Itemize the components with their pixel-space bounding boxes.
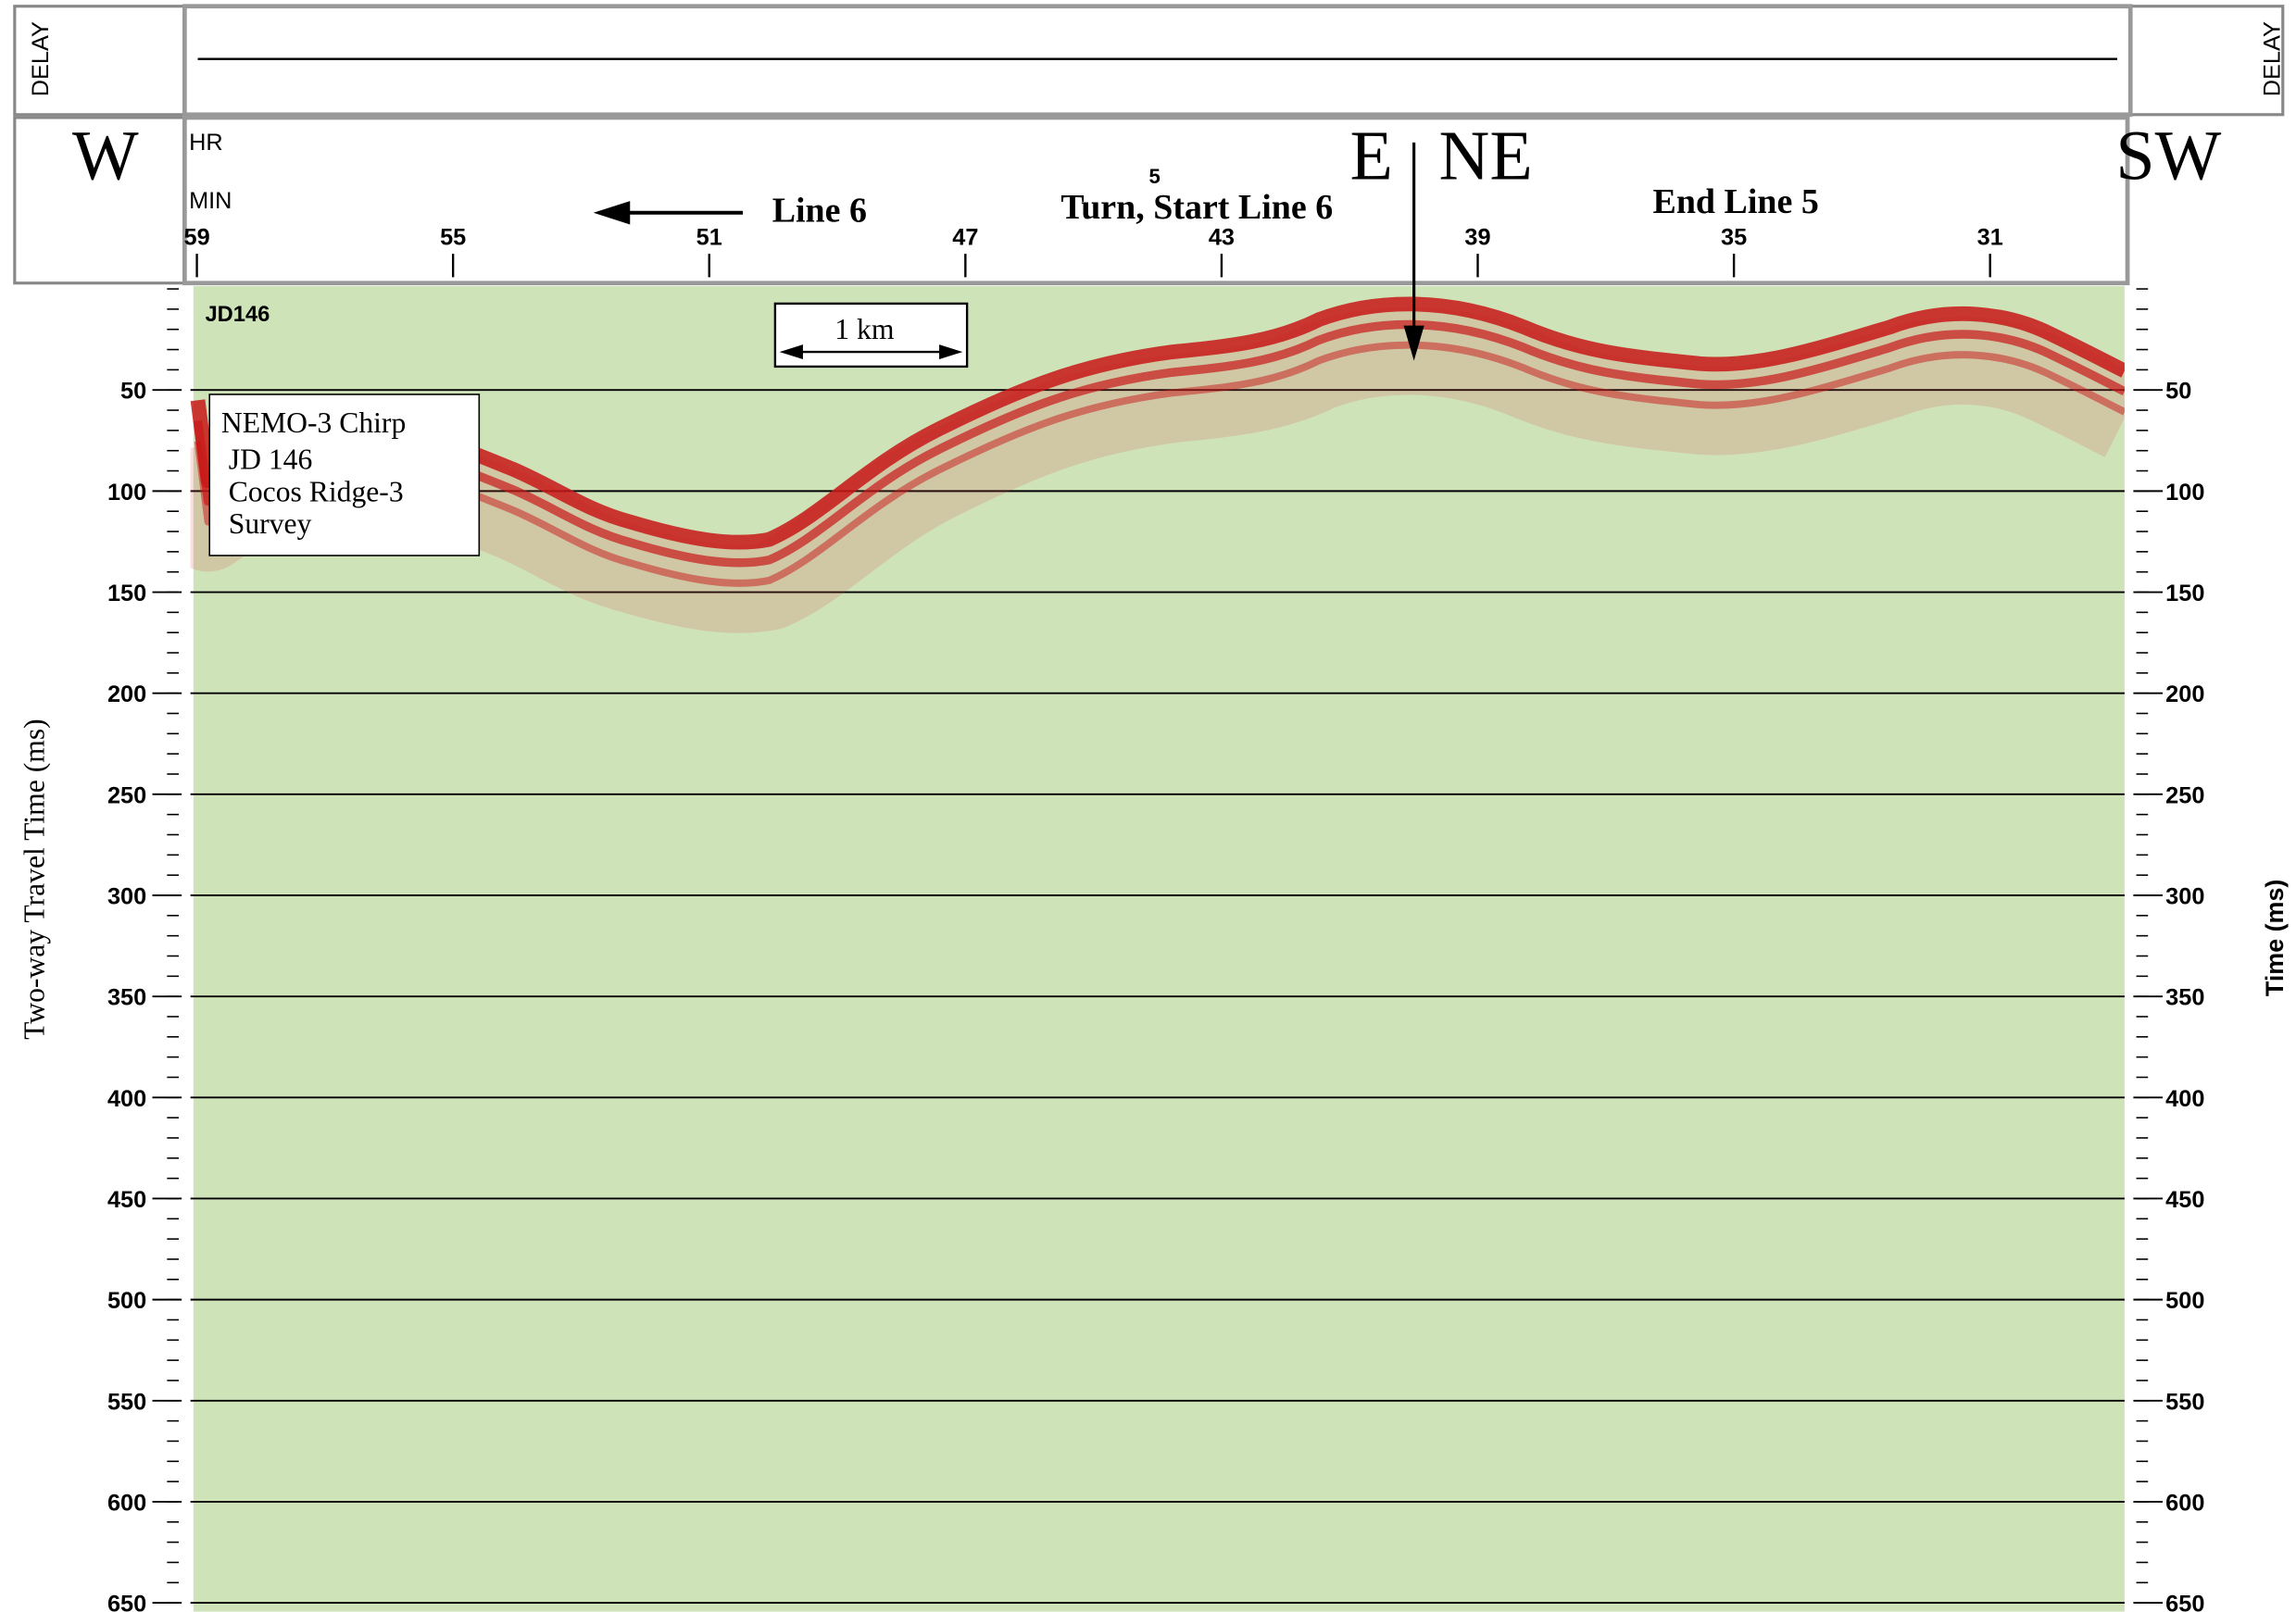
annotation: Line 6 [772, 191, 867, 230]
legend-box [208, 394, 481, 556]
day-label: JD146 [205, 303, 270, 327]
hour-label: 5 [1148, 165, 1160, 188]
y-tick-label: 150 [107, 581, 146, 606]
y-tick-label: 150 [2165, 581, 2204, 606]
x-tick-label: 39 [1464, 225, 1490, 251]
x-tick-label: 59 [184, 225, 210, 251]
delay-label: DELAY [2260, 21, 2286, 96]
y-tick-label: 550 [2165, 1389, 2204, 1415]
y-tick-label: 50 [120, 379, 146, 405]
annotation: End Line 5 [1653, 182, 1819, 221]
y-tick-label: 400 [2165, 1086, 2204, 1112]
y-tick-label: 650 [2165, 1592, 2204, 1612]
y-tick-label: 600 [107, 1490, 146, 1516]
arrow-head [593, 201, 631, 225]
delay-label: DELAY [28, 21, 54, 96]
y-tick-label: 100 [2165, 480, 2204, 506]
reflector [190, 296, 2125, 633]
y-tick-label: 500 [2165, 1288, 2204, 1314]
y-tick-label: 600 [2165, 1490, 2204, 1516]
turn-arrow-head [1403, 325, 1424, 361]
header-panel [182, 115, 2130, 286]
x-tick-label: 31 [1977, 225, 2003, 251]
legend-line: NEMO-3 Chirp [221, 406, 406, 439]
scale-box [773, 302, 969, 369]
y-tick-label: 100 [107, 480, 146, 506]
y-tick-label: 200 [2165, 681, 2204, 707]
y-tick-label: 300 [107, 883, 146, 909]
y-tick-label: 450 [107, 1187, 146, 1213]
ticks: 50 50 100 100 150 150 200 200 250 250 300 300 350 350… [107, 225, 2204, 1612]
y-tick-label: 450 [2165, 1187, 2204, 1213]
left-axis-title: Two-way Travel Time (ms) [18, 719, 50, 1040]
min-label: MIN [189, 188, 232, 214]
y-tick-label: 250 [2165, 782, 2204, 808]
hr-label: HR [189, 130, 223, 156]
y-tick-label: 300 [2165, 883, 2204, 909]
grid [190, 389, 2125, 1605]
y-tick-label: 350 [107, 985, 146, 1011]
x-tick-label: 47 [952, 225, 978, 251]
legend-line: JD 146 [229, 444, 313, 476]
scale-label: 1 km [834, 313, 895, 345]
y-tick-label: 200 [107, 681, 146, 707]
legend-line: Survey [229, 507, 312, 540]
y-tick-label: 350 [2165, 985, 2204, 1011]
delay-panel [182, 4, 2133, 118]
annotation: Turn, Start Line 6 [1060, 188, 1333, 227]
y-tick-label: 400 [107, 1086, 146, 1112]
x-tick-label: 55 [440, 225, 466, 251]
y-tick-label: 550 [107, 1389, 146, 1415]
y-tick-label: 250 [107, 782, 146, 808]
right-axis-title: Time (ms) [2261, 880, 2289, 996]
direction: E [1350, 117, 1393, 194]
direction: W [72, 117, 139, 194]
x-tick-label: 51 [696, 225, 722, 251]
y-tick-label: 650 [107, 1592, 146, 1612]
direction: SW [2115, 117, 2221, 194]
y-tick-label: 500 [107, 1288, 146, 1314]
x-tick-label: 43 [1209, 225, 1235, 251]
legend-line: Cocos Ridge-3 [229, 475, 404, 507]
y-tick-label: 50 [2165, 379, 2191, 405]
x-tick-label: 35 [1721, 225, 1747, 251]
direction: NE [1439, 117, 1533, 194]
